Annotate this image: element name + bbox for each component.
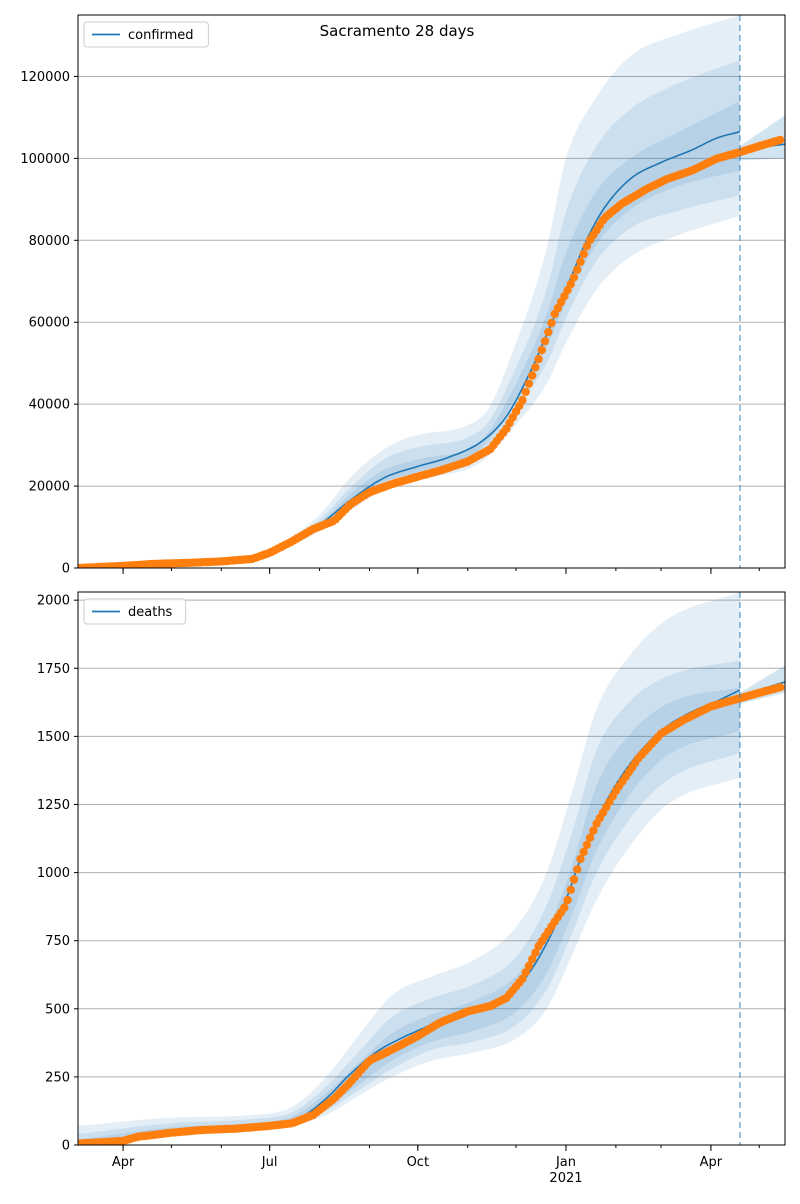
x-tick-label: Jan (555, 1155, 576, 1170)
observed-point (579, 249, 588, 259)
y-tick-label: 1250 (37, 798, 70, 813)
observed-point (518, 395, 527, 405)
y-tick-label: 20000 (29, 480, 70, 495)
y-tick-label: 1000 (37, 866, 70, 881)
observed-point (531, 363, 540, 372)
legend-label: confirmed (128, 28, 194, 43)
confidence-band (78, 660, 740, 1145)
observed-point (531, 948, 540, 957)
plot-frame (77, 591, 786, 1146)
observed-point (776, 683, 785, 692)
observed-point (569, 875, 579, 884)
x-tick-label: Jul (261, 1155, 278, 1170)
x-year-label: 2021 (549, 1171, 582, 1186)
observed-point (521, 387, 530, 397)
observed-point (582, 840, 592, 849)
x-tick-label: Apr (112, 1155, 135, 1170)
y-tick-label: 250 (45, 1070, 70, 1085)
observed-point (563, 895, 572, 905)
confidence-band (78, 15, 740, 568)
observed-point (540, 336, 550, 346)
observed-point (521, 968, 530, 977)
observed-point (576, 257, 585, 266)
observed-point (528, 371, 537, 380)
confidence-band (78, 687, 740, 1145)
observed-point (560, 903, 569, 912)
observed-point (585, 833, 595, 842)
observed-point (534, 354, 543, 364)
observed-point (579, 847, 588, 857)
legend: confirmed (83, 21, 209, 48)
plot-area (78, 592, 785, 1145)
x-tick-label: Apr (700, 1155, 723, 1170)
y-tick-label: 1750 (37, 662, 70, 677)
observed-point (518, 974, 527, 983)
observed-point (573, 865, 582, 874)
y-tick-label: 0 (62, 562, 70, 577)
y-tick-label: 1500 (37, 730, 70, 745)
legend: deaths (83, 598, 187, 625)
observed-point (582, 242, 592, 251)
observed-point (537, 345, 546, 355)
observed-point (566, 885, 575, 894)
observed-point (524, 379, 534, 388)
observed-point (566, 280, 575, 289)
observed-point (589, 826, 598, 835)
observed-point (776, 135, 785, 145)
chart-title: Sacramento 28 days (320, 22, 475, 40)
plot-frame (77, 14, 786, 569)
y-tick-label: 60000 (29, 316, 70, 331)
legend-label: deaths (128, 605, 173, 620)
confidence-band (78, 101, 740, 568)
panel-deaths: 0 250 500 750 1000 1250 1500 1750 2000 Apr Jul Oct J… (37, 591, 786, 1186)
y-tick-label: 2000 (37, 594, 70, 609)
confidence-band (78, 60, 740, 568)
confidence-band (78, 592, 740, 1145)
y-tick-label: 80000 (29, 234, 70, 249)
observed-point (544, 327, 553, 337)
observed-point (547, 318, 556, 328)
observed-point (528, 955, 537, 964)
legend-box (83, 598, 187, 625)
y-tick-label: 500 (45, 1002, 70, 1017)
y-tick-label: 750 (45, 934, 70, 949)
panel-confirmed: 0 20000 40000 60000 80000 100000 120000 confirm… (20, 14, 786, 577)
y-tick-label: 100000 (20, 152, 70, 167)
observed-point (569, 273, 579, 282)
y-tick-label: 120000 (20, 70, 70, 85)
observed-point (576, 854, 585, 864)
x-tick-label: Oct (407, 1155, 429, 1170)
y-tick-label: 0 (62, 1139, 70, 1154)
observed-point (573, 265, 582, 274)
plot-area (78, 15, 785, 568)
y-tick-label: 40000 (29, 398, 70, 413)
legend-box (83, 21, 209, 48)
observed-point (524, 961, 534, 970)
